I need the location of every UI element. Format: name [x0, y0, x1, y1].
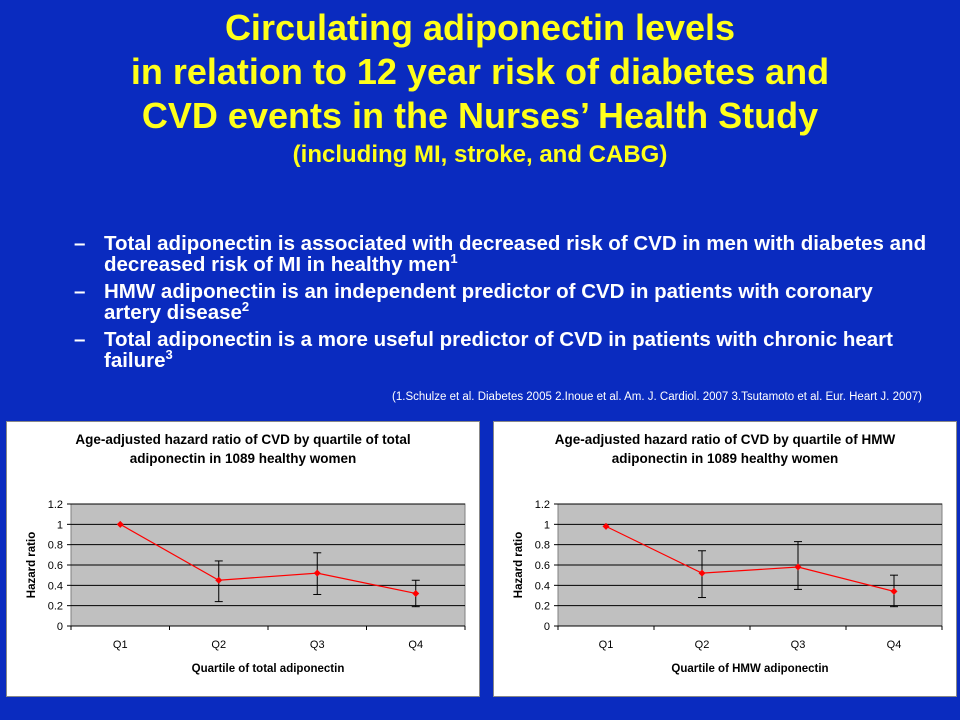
y-tick-label: 0: [57, 621, 63, 633]
y-axis-label: Hazard ratio: [513, 532, 525, 598]
data-point: [602, 522, 610, 530]
slide-subtitle: (including MI, stroke, and CABG): [292, 141, 668, 168]
y-tick-label: 1: [544, 519, 550, 531]
data-point: [794, 563, 802, 571]
x-axis-label: Quartile of total adiponectin: [192, 663, 345, 675]
title-line-2: in relation to 12 year risk of diabetes …: [130, 51, 830, 92]
y-tick-label: 0.4: [535, 580, 550, 592]
title-line-3: CVD events in the Nurses’ Health Study: [141, 95, 819, 136]
slide-title: Circulating adiponectin levels in relati…: [0, 6, 960, 170]
data-point: [890, 587, 898, 595]
y-tick-label: 1.2: [535, 499, 550, 511]
data-point: [412, 589, 420, 597]
y-tick-label: 0.2: [535, 601, 550, 613]
x-tick-label: Q1: [113, 639, 128, 651]
bullet-text: Total adiponectin is a more useful predi…: [104, 328, 893, 372]
x-tick-label: Q4: [408, 639, 423, 651]
bullet-dash: –: [74, 328, 86, 351]
chart-total-adiponectin: 0 0.2 0.4 0.6 0.8 1 1.2 Q1 Q2 Q3 Q4 Hazard ratio Qua…: [26, 499, 466, 675]
bullet-list: – Total adiponectin is associated with d…: [74, 233, 934, 377]
bullet-text: Total adiponectin is associated with dec…: [104, 232, 927, 276]
bullet-superscript: 1: [450, 251, 458, 267]
bullet-superscript: 3: [165, 347, 173, 363]
x-tick-label: Q2: [695, 639, 710, 651]
y-tick-label: 1: [57, 519, 63, 531]
x-tick-label: Q4: [887, 639, 902, 651]
references: (1.Schulze et al. Diabetes 2005 2.Inoue …: [392, 391, 922, 403]
y-axis-label: Hazard ratio: [26, 532, 38, 598]
chart-title-line: Age-adjusted hazard ratio of CVD by quar…: [75, 432, 411, 447]
y-tick-label: 0.8: [48, 540, 63, 552]
data-point: [215, 576, 223, 584]
chart-title-line: adiponectin in 1089 healthy women: [129, 451, 357, 466]
title-line-1: Circulating adiponectin levels: [224, 7, 736, 48]
data-point: [116, 520, 124, 528]
chart-hmw-adiponectin: 0 0.2 0.4 0.6 0.8 1 1.2 Q1 Q2 Q3 Q4 Hazard ratio Qua…: [513, 499, 943, 675]
y-tick-label: 0.2: [48, 601, 63, 613]
y-tick-label: 0.8: [535, 540, 550, 552]
chart-title: Age-adjusted hazard ratio of CVD by quar…: [494, 430, 956, 468]
y-tick-label: 0.4: [48, 580, 63, 592]
chart-title-line: Age-adjusted hazard ratio of CVD by quar…: [554, 432, 896, 447]
bullet-superscript: 2: [241, 299, 250, 315]
chart-title: Age-adjusted hazard ratio of CVD by quar…: [7, 430, 479, 468]
x-tick-label: Q3: [791, 639, 806, 651]
chart-panel-hmw: Age-adjusted hazard ratio of CVD by quar…: [493, 421, 957, 697]
x-tick-label: Q2: [211, 639, 226, 651]
bullet-item: – Total adiponectin is a more useful pre…: [74, 329, 934, 371]
y-tick-label: 0.6: [48, 560, 63, 572]
x-tick-label: Q1: [599, 639, 614, 651]
data-point: [698, 569, 706, 577]
data-point: [313, 569, 321, 577]
x-axis-label: Quartile of HMW adiponectin: [671, 663, 828, 675]
series-line: [605, 525, 895, 593]
y-tick-label: 0: [544, 621, 550, 633]
series-line: [119, 523, 416, 595]
x-tick-label: Q3: [310, 639, 325, 651]
bullet-dash: –: [74, 232, 86, 255]
bullet-item: – Total adiponectin is associated with d…: [74, 233, 934, 275]
bullet-item: – HMW adiponectin is an independent pred…: [74, 281, 934, 323]
bullet-dash: –: [74, 280, 86, 303]
y-tick-label: 0.6: [535, 560, 550, 572]
chart-panel-total: Age-adjusted hazard ratio of CVD by quar…: [6, 421, 480, 697]
chart-title-line: adiponectin in 1089 healthy women: [611, 451, 839, 466]
y-tick-label: 1.2: [48, 499, 63, 511]
bullet-text: HMW adiponectin is an independent predic…: [104, 280, 873, 324]
